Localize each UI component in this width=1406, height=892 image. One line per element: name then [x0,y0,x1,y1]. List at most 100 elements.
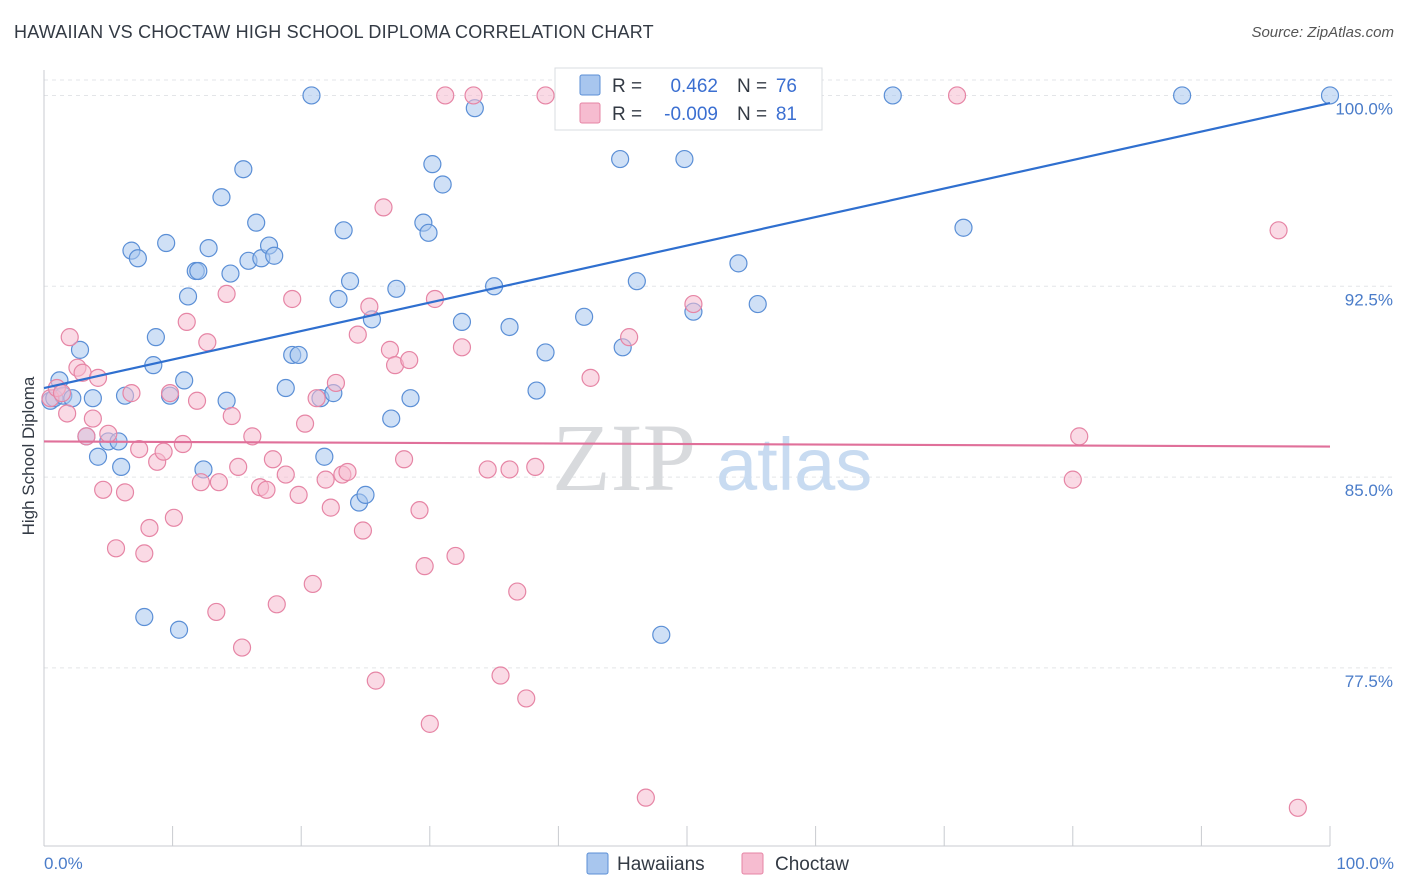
choctaw-point [684,294,703,314]
hawaiians-point [954,218,973,237]
choctaw-point [536,86,555,105]
choctaw-point [160,384,180,403]
trend-lines [43,102,1331,448]
hawaiians-point [175,371,194,390]
hawaiians-point [575,307,594,326]
legend-swatch-hawaiians [579,74,601,96]
hawaiians-point [1320,86,1340,105]
hawaiians-point [315,447,334,466]
hawaiians-point [112,457,131,477]
hawaiians-point [247,213,266,232]
legend-r-label-choctaw: R = [612,104,642,125]
choctaw-trend-line [43,440,1331,448]
choctaw-point [243,427,262,446]
hawaiians-point [128,249,147,268]
choctaw-point [307,389,326,408]
choctaw-point [135,544,154,563]
choctaw-point [1070,427,1089,446]
choctaw-point [140,518,159,538]
choctaw-point [366,671,385,690]
series-choctaw [41,86,1307,817]
choctaw-point [338,462,357,482]
choctaw-point [316,470,335,489]
hawaiians-point [652,625,671,644]
choctaw-point [321,498,340,517]
hawaiians-point [212,188,231,207]
choctaw-point [209,473,228,492]
choctaw-point [60,328,79,347]
choctaw-point [581,368,600,387]
hawaiians-point [265,246,284,265]
choctaw-point [526,457,545,477]
y-tick-label: 85.0% [1345,481,1393,500]
hawaiians-point [88,447,108,466]
hawaiians-point [221,264,240,283]
hawaiians-point [83,389,102,408]
legend-n-value-choctaw: 81 [776,104,797,125]
series-hawaiians [41,86,1340,644]
y-tick-label: 77.5% [1345,672,1393,691]
hawaiians-point [70,340,90,359]
hawaiians-point [1173,86,1192,105]
choctaw-point [289,485,308,504]
legend-r-label-hawaiians: R = [612,76,642,97]
bottom-legend-label-choctaw: Choctaw [775,854,849,875]
hawaiians-point [289,345,308,365]
hawaiians-point [334,221,353,240]
choctaw-point [130,439,149,459]
hawaiians-point [234,160,253,179]
choctaw-point [94,480,113,499]
choctaw-point [222,406,241,426]
choctaw-point [1063,470,1082,489]
choctaw-point [229,457,248,477]
legend-n-value-hawaiians: 76 [776,76,797,97]
chart-title: HAWAIIAN VS CHOCTAW HIGH SCHOOL DIPLOMA … [14,22,654,42]
x-ticks [43,826,1331,846]
choctaw-point [500,460,519,479]
legend-r-value-choctaw: -0.009 [664,104,718,125]
choctaw-point [478,460,497,479]
choctaw-point [263,450,283,469]
choctaw-point [410,501,429,520]
bottom-legend-swatch-hawaiians [586,852,609,875]
watermark-zip: ZIP [552,404,696,511]
choctaw-point [283,289,302,309]
choctaw-point [400,350,419,370]
hawaiians-point [146,328,165,347]
hawaiians-point [199,238,218,258]
hawaiians-point [452,312,472,331]
choctaw-point [58,404,77,423]
hawaiians-point [500,317,519,337]
choctaw-point [326,373,346,393]
hawaiians-point [423,155,442,174]
hawaiians-point [433,175,452,194]
choctaw-point [115,483,135,502]
choctaw-point [446,546,465,566]
choctaw-point [620,328,639,347]
choctaw-point [415,557,434,576]
choctaw-point [303,574,322,594]
x-tick-label-max: 100.0% [1336,854,1394,873]
choctaw-point [83,409,102,428]
hawaiians-point [729,254,748,273]
choctaw-point [217,284,236,303]
choctaw-point [360,297,379,316]
choctaw-point [420,714,439,733]
choctaw-point [106,539,126,558]
choctaw-point [191,473,210,492]
choctaw-point [267,595,286,614]
choctaw-point [99,424,118,443]
choctaw-point [508,582,527,601]
hawaiians-point [157,233,176,253]
legend-r-value-hawaiians: 0.462 [670,76,718,97]
choctaw-point [232,638,252,657]
hawaiians-point [276,378,295,398]
hawaiians-point [217,391,236,410]
choctaw-point [295,414,315,433]
choctaw-point [348,325,367,344]
hawaiians-point [527,381,546,400]
hawaiians-point [356,485,375,504]
hawaiians-point [627,272,646,291]
choctaw-point [491,666,510,685]
